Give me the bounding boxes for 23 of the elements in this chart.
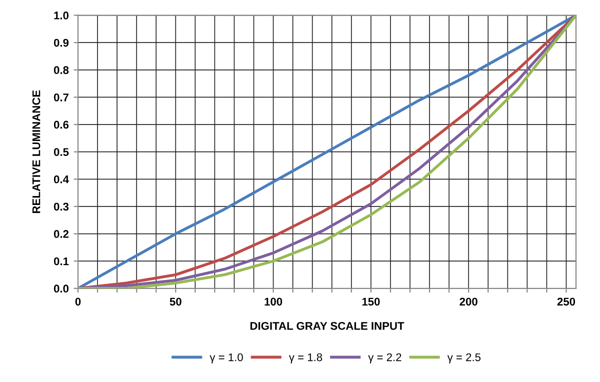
x-tick-label: 200 [460,298,478,306]
x-tick-label: 50 [170,298,182,306]
y-axis-title: RELATIVE LUMINANCE [32,90,40,214]
y-tick-label: 0.5 [54,148,69,156]
legend-label: γ = 2.5 [447,353,481,364]
y-tick-label: 0.6 [54,120,69,129]
y-tick-label: 0.0 [54,284,69,293]
x-axis-title: DIGITAL GRAY SCALE INPUT [250,322,404,330]
x-tick-label: 100 [264,298,282,306]
y-tick-label: 0.4 [54,175,69,184]
legend-label: γ = 2.2 [368,353,402,364]
legend-label: γ = 1.0 [210,353,243,364]
y-tick-label: 0.9 [54,38,69,47]
y-tick-label: 1.0 [54,12,69,20]
y-tick-label: 0.8 [54,66,69,74]
y-tick-label: 0.2 [54,230,69,238]
x-tick-label: 150 [362,298,380,306]
x-tick-label: 0 [75,298,81,306]
x-tick-label: 250 [557,298,576,306]
y-tick-label: 0.1 [54,257,69,266]
y-tick-label: 0.7 [54,93,68,102]
legend-label: γ = 1.8 [288,353,322,364]
y-tick-label: 0.3 [54,202,69,211]
